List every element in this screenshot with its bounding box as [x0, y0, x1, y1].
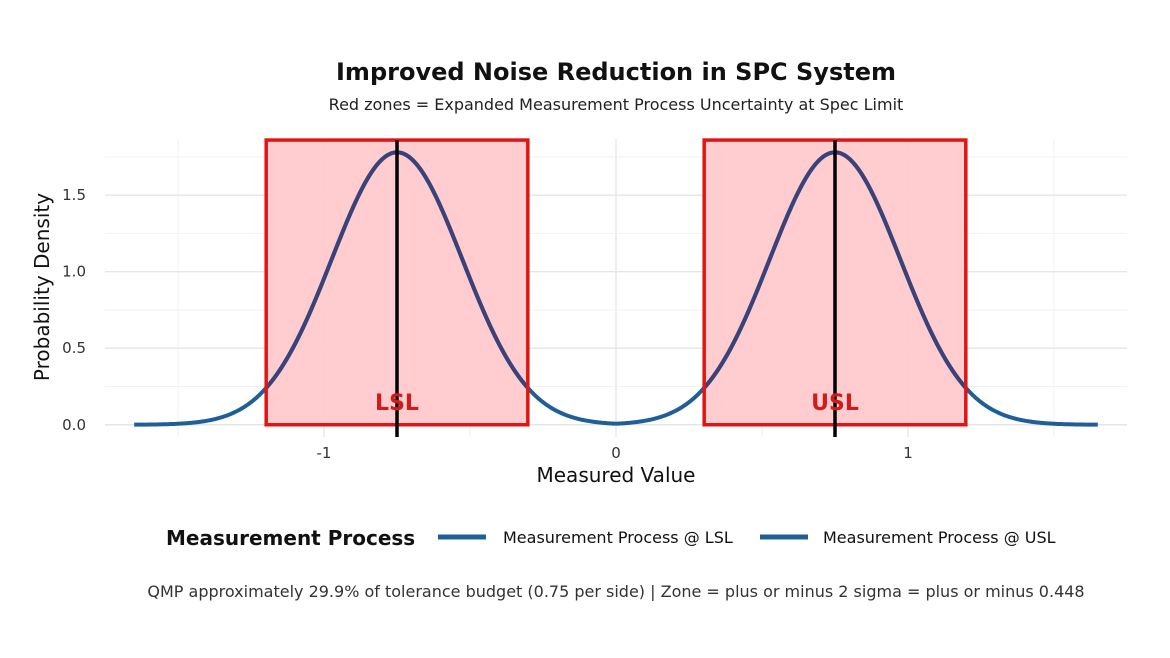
spec-limit-lines: [395, 140, 837, 437]
legend-label-usl: Measurement Process @ USL: [823, 528, 1056, 547]
grid: [105, 139, 1127, 437]
y-tick-label: 0.5: [62, 339, 86, 357]
y-tick-label: 1.0: [62, 263, 86, 281]
x-tick-label: -1: [317, 444, 332, 462]
zone-label-usl: USL: [811, 391, 859, 416]
y-tick-label: 1.5: [62, 186, 86, 204]
y-tick-label: 0.0: [62, 416, 86, 434]
legend-title: Measurement Process: [166, 526, 415, 550]
legend: Measurement Process Measurement Process …: [166, 526, 1056, 550]
chart-subtitle: Red zones = Expanded Measurement Process…: [329, 95, 904, 114]
x-tick-label: 1: [903, 444, 913, 462]
x-tick-label: 0: [611, 444, 621, 462]
zone-label-lsl: LSL: [375, 391, 419, 416]
axis-ticks: -1 0 1 0.0 0.5 1.0 1.5: [62, 186, 913, 462]
chart-title: Improved Noise Reduction in SPC System: [336, 58, 896, 86]
chart-caption: QMP approximately 29.9% of tolerance bud…: [147, 582, 1084, 601]
y-axis-label: Probability Density: [30, 193, 54, 381]
zone-labels: LSL USL: [375, 391, 859, 416]
legend-label-lsl: Measurement Process @ LSL: [503, 528, 733, 547]
x-axis-label: Measured Value: [537, 463, 696, 487]
